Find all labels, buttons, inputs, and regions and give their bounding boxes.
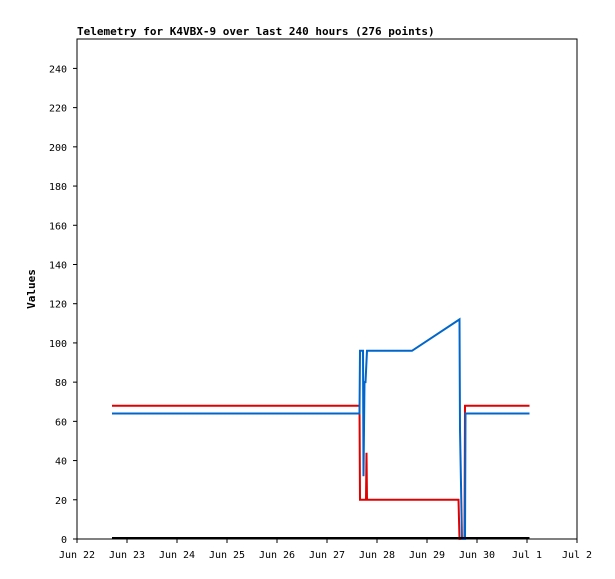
y-tick-label: 240 [49,64,67,75]
y-tick-label: 60 [55,417,67,428]
y-tick-label: 80 [55,378,67,389]
x-tick-label: Jun 23 [109,550,145,561]
x-axis-ticks: Jun 22 Jun 23 Jun 24 Jun 25 Jun 26 Jun 27 Jun … [59,539,592,561]
y-tick-label: 200 [49,143,67,154]
plot-area-frame [76,38,578,540]
y-tick-label: 120 [49,300,67,311]
x-tick-label: Jun 26 [259,550,295,561]
y-tick-label: 140 [49,260,67,271]
series-line-0 [112,404,530,540]
y-tick-label: 220 [49,104,67,115]
y-tick-label: 0 [61,535,67,546]
series-line-1 [112,317,530,540]
y-axis-label: Values [25,269,38,309]
y-tick-label: 20 [55,496,67,507]
y-tick-label: 160 [49,221,67,232]
x-tick-label: Jul 1 [512,550,542,561]
series-layer [112,317,530,540]
y-axis-ticks: 0 20 40 60 80 100 120 140 160 180 200 220 240 [49,64,77,546]
y-tick-label: 40 [55,457,67,468]
chart-title: Telemetry for K4VBX-9 over last 240 hour… [77,25,435,38]
x-tick-label: Jun 24 [159,550,195,561]
x-tick-label: Jun 27 [309,550,345,561]
x-tick-label: Jul 2 [562,550,592,561]
x-tick-label: Jun 22 [59,550,95,561]
y-tick-label: 180 [49,182,67,193]
x-tick-label: Jun 30 [459,550,495,561]
y-tick-label: 100 [49,339,67,350]
x-tick-label: Jun 28 [359,550,395,561]
x-tick-label: Jun 29 [409,550,445,561]
x-tick-label: Jun 25 [209,550,245,561]
